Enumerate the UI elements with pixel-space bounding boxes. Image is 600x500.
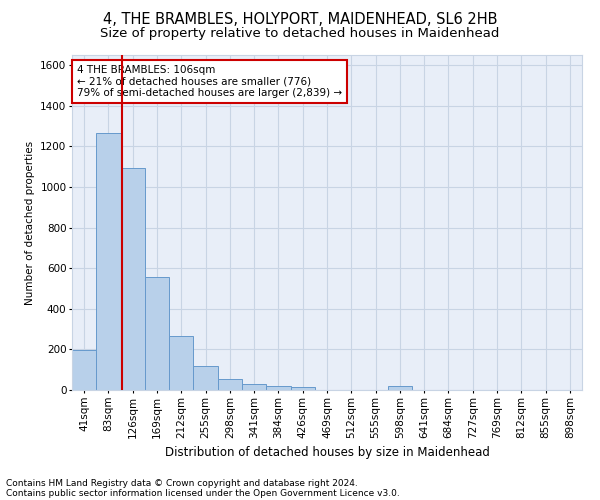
Bar <box>266 386 290 390</box>
Bar <box>72 350 96 390</box>
Y-axis label: Number of detached properties: Number of detached properties <box>25 140 35 304</box>
Bar <box>169 336 193 390</box>
Bar <box>388 386 412 390</box>
Text: Contains public sector information licensed under the Open Government Licence v3: Contains public sector information licen… <box>6 488 400 498</box>
Bar <box>145 278 169 390</box>
Bar <box>121 168 145 390</box>
Bar <box>290 387 315 390</box>
Text: 4 THE BRAMBLES: 106sqm
← 21% of detached houses are smaller (776)
79% of semi-de: 4 THE BRAMBLES: 106sqm ← 21% of detached… <box>77 65 342 98</box>
Text: Contains HM Land Registry data © Crown copyright and database right 2024.: Contains HM Land Registry data © Crown c… <box>6 478 358 488</box>
Text: 4, THE BRAMBLES, HOLYPORT, MAIDENHEAD, SL6 2HB: 4, THE BRAMBLES, HOLYPORT, MAIDENHEAD, S… <box>103 12 497 28</box>
Bar <box>96 133 121 390</box>
Bar <box>218 379 242 390</box>
X-axis label: Distribution of detached houses by size in Maidenhead: Distribution of detached houses by size … <box>164 446 490 459</box>
Bar <box>193 366 218 390</box>
Text: Size of property relative to detached houses in Maidenhead: Size of property relative to detached ho… <box>100 28 500 40</box>
Bar <box>242 384 266 390</box>
